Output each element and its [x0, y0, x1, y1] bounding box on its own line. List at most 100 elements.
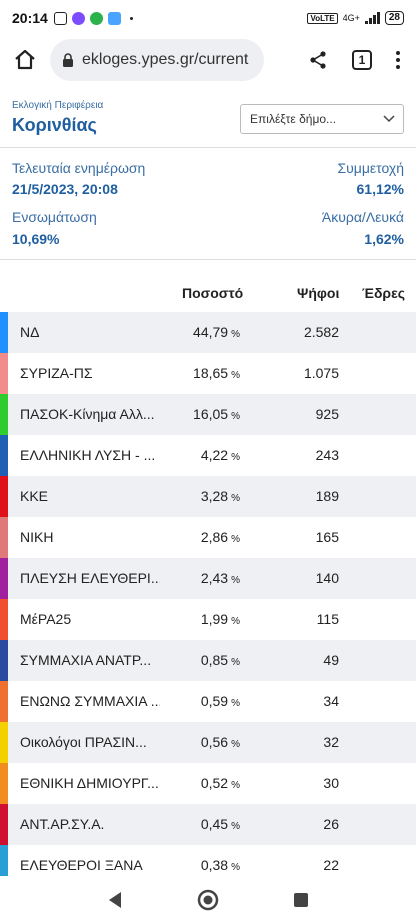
party-color-bar: [0, 722, 8, 763]
percent-sign: %: [231, 616, 240, 627]
table-row[interactable]: ΚΚΕ 3,28% 189: [0, 476, 416, 517]
party-percent-value: 4,22: [200, 447, 229, 463]
percent-sign: %: [231, 452, 240, 463]
party-color-bar: [0, 763, 8, 804]
party-percent-value: 2,86: [200, 529, 229, 545]
results-table-body: ΝΔ 44,79% 2.582 ΣΥΡΙΖΑ-ΠΣ 18,65% 1.075 ΠΑΣΟΚ-Κ…: [0, 312, 416, 886]
table-row[interactable]: ΕΛΕΥΘΕΡΟΙ ΞΑΝΑ 0,38% 22: [0, 845, 416, 886]
party-votes: 26: [323, 816, 339, 832]
party-percent: 2,43%: [201, 570, 240, 586]
party-votes: 32: [323, 734, 339, 750]
signal-icon: [364, 12, 380, 24]
party-votes: 30: [323, 775, 339, 791]
party-name: ΑΝΤ.ΑΡ.ΣΥ.Α.: [20, 816, 105, 832]
system-nav-bar: [0, 876, 416, 924]
party-percent: 1,99%: [201, 611, 240, 627]
table-row[interactable]: ΝΔ 44,79% 2.582: [0, 312, 416, 353]
party-percent: 0,52%: [201, 775, 240, 791]
municipality-select[interactable]: Επιλέξτε δήμο...: [240, 104, 404, 134]
integration-label: Ενσωμάτωση: [12, 209, 97, 225]
party-name: ΜέΡΑ25: [20, 611, 72, 627]
percent-sign: %: [231, 739, 240, 750]
turnout-label: Συμμετοχή: [337, 160, 404, 176]
party-name: ΠΛΕΥΣΗ ΕΛΕΥΘΕΡΙ...: [20, 570, 160, 586]
home-circle-icon[interactable]: [197, 889, 219, 911]
menu-kebab-icon[interactable]: [396, 51, 400, 69]
party-name: ΣΥΡΙΖΑ-ΠΣ: [20, 365, 93, 381]
battery-indicator: 28: [384, 11, 404, 25]
header-votes: Ψήφοι: [297, 285, 340, 301]
party-color-bar: [0, 394, 8, 435]
results-table-header: Ποσοστό Ψήφοι Έδρες: [0, 274, 416, 312]
party-percent: 16,05%: [193, 406, 240, 422]
last-update-value: 21/5/2023, 20:08: [12, 181, 118, 197]
party-name: Οικολόγοι ΠΡΑΣΙΝ...: [20, 734, 147, 750]
table-row[interactable]: ΑΝΤ.ΑΡ.ΣΥ.Α. 0,45% 26: [0, 804, 416, 845]
recents-icon[interactable]: [293, 892, 309, 908]
party-percent-value: 18,65: [193, 365, 229, 381]
table-row[interactable]: ΕΝΩΝΩ ΣΥΜΜΑΧΙΑ ... 0,59% 34: [0, 681, 416, 722]
party-votes: 189: [315, 488, 339, 504]
address-bar[interactable]: ekloges.ypes.gr/current: [50, 39, 264, 81]
results-stats: Τελευταία ενημέρωση 21/5/2023, 20:08 Συμ…: [0, 148, 416, 260]
status-notification-icons: [53, 11, 133, 25]
store-icon: [107, 11, 121, 25]
turnout-value: 61,12%: [356, 181, 404, 197]
party-color-bar: [0, 353, 8, 394]
party-color-bar: [0, 476, 8, 517]
more-notifications-icon: [129, 16, 133, 20]
table-row[interactable]: ΠΛΕΥΣΗ ΕΛΕΥΘΕΡΙ... 2,43% 140: [0, 558, 416, 599]
table-row[interactable]: ΝΙΚΗ 2,86% 165: [0, 517, 416, 558]
percent-sign: %: [231, 862, 240, 873]
percent-sign: %: [231, 657, 240, 668]
party-percent-value: 0,59: [200, 693, 229, 709]
party-color-bar: [0, 681, 8, 722]
table-row[interactable]: ΠΑΣΟΚ-Κίνημα Αλλ... 16,05% 925: [0, 394, 416, 435]
header-seats: Έδρες: [362, 285, 406, 301]
party-color-bar: [0, 804, 8, 845]
region-name: Κορινθίας: [12, 115, 97, 135]
header-percent: Ποσοστό: [182, 285, 244, 301]
party-name: ΝΙΚΗ: [20, 529, 54, 545]
region-header: Εκλογική Περιφέρεια Κορινθίας Επιλέξτε δ…: [0, 90, 416, 148]
municipality-select-value: Επιλέξτε δήμο...: [250, 112, 337, 126]
party-color-bar: [0, 517, 8, 558]
party-votes: 1.075: [303, 365, 339, 381]
party-name: ΠΑΣΟΚ-Κίνημα Αλλ...: [20, 406, 155, 422]
party-percent: 44,79%: [193, 324, 240, 340]
home-button[interactable]: [8, 43, 42, 77]
percent-sign: %: [231, 370, 240, 381]
nfc-icon: [53, 11, 67, 25]
party-name: ΕΛΕΥΘΕΡΟΙ ΞΑΝΑ: [20, 857, 143, 873]
party-name: ΕΘΝΙΚΗ ΔΗΜΙΟΥΡΓ...: [20, 775, 159, 791]
table-row[interactable]: ΜέΡΑ25 1,99% 115: [0, 599, 416, 640]
party-votes: 2.582: [303, 324, 339, 340]
party-percent: 0,45%: [201, 816, 240, 832]
share-icon[interactable]: [308, 50, 328, 70]
last-update-label: Τελευταία ενημέρωση: [12, 160, 146, 176]
party-votes: 34: [323, 693, 339, 709]
percent-sign: %: [231, 329, 240, 340]
party-percent-value: 2,43: [200, 570, 229, 586]
tab-switcher-button[interactable]: 1: [352, 50, 372, 70]
table-row[interactable]: Οικολόγοι ΠΡΑΣΙΝ... 0,56% 32: [0, 722, 416, 763]
table-row[interactable]: ΣΥΡΙΖΑ-ΠΣ 18,65% 1.075: [0, 353, 416, 394]
lock-icon: [63, 53, 73, 67]
party-votes: 115: [316, 611, 339, 627]
party-votes: 22: [323, 857, 339, 873]
percent-sign: %: [231, 534, 240, 545]
invalid-blank-label: Άκυρα/Λευκά: [321, 209, 404, 225]
invalid-blank-value: 1,62%: [364, 231, 404, 247]
table-row[interactable]: ΣΥΜΜΑΧΙΑ ΑΝΑΤΡ... 0,85% 49: [0, 640, 416, 681]
table-row[interactable]: ΕΛΛΗΝΙΚΗ ΛΥΣΗ - ... 4,22% 243: [0, 435, 416, 476]
url-text: ekloges.ypes.gr/current: [82, 51, 249, 68]
party-color-bar: [0, 640, 8, 681]
table-row[interactable]: ΕΘΝΙΚΗ ΔΗΜΙΟΥΡΓ... 0,52% 30: [0, 763, 416, 804]
back-icon[interactable]: [107, 891, 123, 909]
browser-toolbar: ekloges.ypes.gr/current 1: [0, 36, 416, 84]
app-notification-icon: [89, 11, 103, 25]
percent-sign: %: [231, 493, 240, 504]
party-votes: 140: [315, 570, 339, 586]
party-name: ΣΥΜΜΑΧΙΑ ΑΝΑΤΡ...: [20, 652, 152, 668]
party-percent: 0,85%: [201, 652, 240, 668]
